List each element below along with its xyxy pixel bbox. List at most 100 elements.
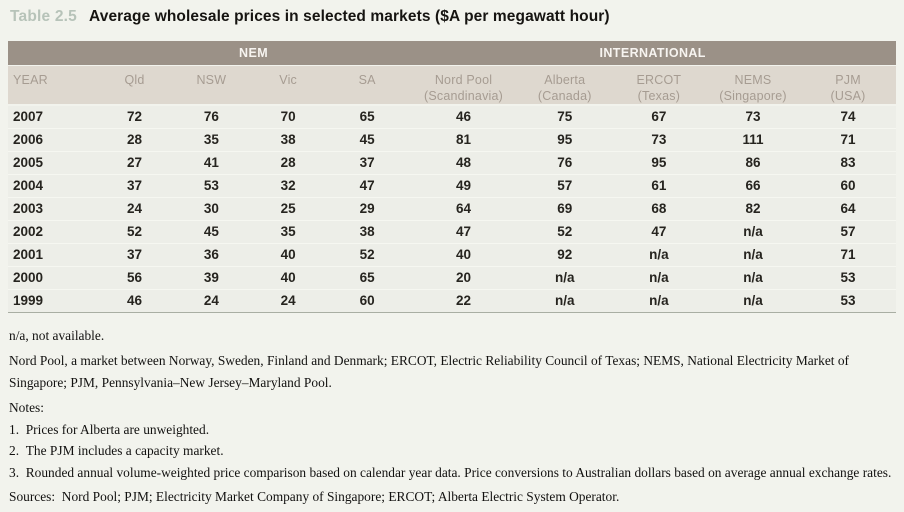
price-cell: 27 — [97, 151, 172, 175]
year-cell: 2005 — [8, 151, 98, 175]
price-cell: 40 — [251, 243, 325, 267]
group-header-nem: NEM — [97, 41, 410, 66]
table-row: 2007 72 76 70 65 46 75 67 73 74 — [8, 105, 896, 129]
price-cell: 46 — [409, 105, 518, 129]
price-cell: 53 — [800, 266, 896, 290]
price-cell: 35 — [251, 220, 325, 244]
column-header-row: YEAR Qld NSW Vic SA Nord Pool (Scandinav… — [8, 65, 896, 106]
price-cell: 83 — [800, 151, 896, 175]
price-cell: 65 — [325, 105, 410, 129]
note-line-1: 1. Prices for Alberta are unweighted. — [9, 421, 210, 437]
table-row: 2006 28 35 38 45 81 95 73 111 71 — [8, 128, 896, 152]
column-header-sa: SA — [325, 65, 410, 106]
price-cell: 57 — [517, 174, 612, 198]
price-cell: 61 — [611, 174, 706, 198]
price-cell: 66 — [705, 174, 801, 198]
group-header-international: INTERNATIONAL — [409, 41, 896, 66]
price-cell: 73 — [611, 128, 706, 152]
table-row: 2004 37 53 32 47 49 57 61 66 60 — [8, 174, 896, 198]
price-cell: 24 — [251, 289, 325, 313]
price-cell: 53 — [171, 174, 252, 198]
price-cell: 52 — [97, 220, 172, 244]
price-cell: 46 — [97, 289, 172, 313]
table-row: 2001 37 36 40 52 40 92 n/a n/a 71 — [8, 243, 896, 267]
price-cell: n/a — [705, 266, 801, 290]
price-cell: 45 — [325, 128, 410, 152]
price-cell: 47 — [409, 220, 518, 244]
price-cell: 49 — [409, 174, 518, 198]
note-line-3: 3. Rounded annual volume-weighted price … — [9, 464, 892, 480]
price-cell: 111 — [705, 128, 801, 152]
table-row: 2000 56 39 40 65 20 n/a n/a n/a 53 — [8, 266, 896, 290]
table-title: Table 2.5 Average wholesale prices in se… — [8, 8, 896, 32]
price-cell: 57 — [800, 220, 896, 244]
price-cell: 25 — [251, 197, 325, 221]
price-cell: 92 — [517, 243, 612, 267]
column-header-vic: Vic — [251, 65, 325, 106]
price-cell: 73 — [705, 105, 801, 129]
column-header-nord-pool: Nord Pool (Scandinavia) — [409, 65, 518, 106]
year-cell: 2002 — [8, 220, 98, 244]
price-cell: 47 — [611, 220, 706, 244]
price-cell: 64 — [409, 197, 518, 221]
sources-line: Sources: Nord Pool; PJM; Electricity Mar… — [9, 489, 620, 504]
column-header-year: YEAR — [8, 65, 98, 106]
price-cell: 29 — [325, 197, 410, 221]
table-number-label: Table 2.5 — [10, 8, 77, 25]
price-cell: 56 — [97, 266, 172, 290]
column-header-pjm: PJM (USA) — [800, 65, 896, 106]
price-cell: 32 — [251, 174, 325, 198]
table-row: 1999 46 24 24 60 22 n/a n/a n/a 53 — [8, 289, 896, 313]
price-cell: 38 — [251, 128, 325, 152]
footnote-na: n/a, not available. — [9, 327, 105, 343]
price-cell: 95 — [611, 151, 706, 175]
column-header-nsw: NSW — [171, 65, 252, 106]
price-cell: 48 — [409, 151, 518, 175]
price-cell: 76 — [171, 105, 252, 129]
column-header-qld: Qld — [97, 65, 172, 106]
price-cell: 60 — [325, 289, 410, 313]
price-cell: 67 — [611, 105, 706, 129]
table-row: 2005 27 41 28 37 48 76 95 86 83 — [8, 151, 896, 175]
price-cell: 81 — [409, 128, 518, 152]
price-cell: 82 — [705, 197, 801, 221]
group-header-row: NEM INTERNATIONAL — [8, 41, 896, 66]
price-cell: 45 — [171, 220, 252, 244]
price-cell: 38 — [325, 220, 410, 244]
price-cell: 28 — [97, 128, 172, 152]
price-cell: 71 — [800, 128, 896, 152]
price-cell: 41 — [171, 151, 252, 175]
year-cell: 1999 — [8, 289, 98, 313]
price-cell: n/a — [611, 243, 706, 267]
price-cell: n/a — [705, 243, 801, 267]
price-cell: 64 — [800, 197, 896, 221]
year-cell: 2004 — [8, 174, 98, 198]
column-header-ercot: ERCOT (Texas) — [611, 65, 706, 106]
price-cell: n/a — [705, 220, 801, 244]
price-cell: 37 — [97, 243, 172, 267]
price-cell: n/a — [611, 266, 706, 290]
year-cell: 2000 — [8, 266, 98, 290]
price-cell: 65 — [325, 266, 410, 290]
price-cell: 40 — [251, 266, 325, 290]
wholesale-prices-table: NEM INTERNATIONAL YEAR Qld NSW Vic SA No… — [8, 41, 896, 313]
group-header-spacer — [8, 41, 98, 66]
price-cell: 95 — [517, 128, 612, 152]
footnote-abbreviations: Nord Pool, a market between Norway, Swed… — [9, 353, 849, 390]
price-cell: n/a — [611, 289, 706, 313]
column-header-alberta: Alberta (Canada) — [517, 65, 612, 106]
price-cell: 28 — [251, 151, 325, 175]
note-line-2: 2. The PJM includes a capacity market. — [9, 443, 224, 458]
price-cell: 20 — [409, 266, 518, 290]
price-cell: 69 — [517, 197, 612, 221]
table-row: 2003 24 30 25 29 64 69 68 82 64 — [8, 197, 896, 221]
footnotes: n/a, not available. Nord Pool, a market … — [8, 325, 896, 508]
price-cell: 86 — [705, 151, 801, 175]
price-cell: 30 — [171, 197, 252, 221]
price-cell: 47 — [325, 174, 410, 198]
price-cell: 76 — [517, 151, 612, 175]
price-cell: 22 — [409, 289, 518, 313]
price-cell: 36 — [171, 243, 252, 267]
price-cell: 60 — [800, 174, 896, 198]
